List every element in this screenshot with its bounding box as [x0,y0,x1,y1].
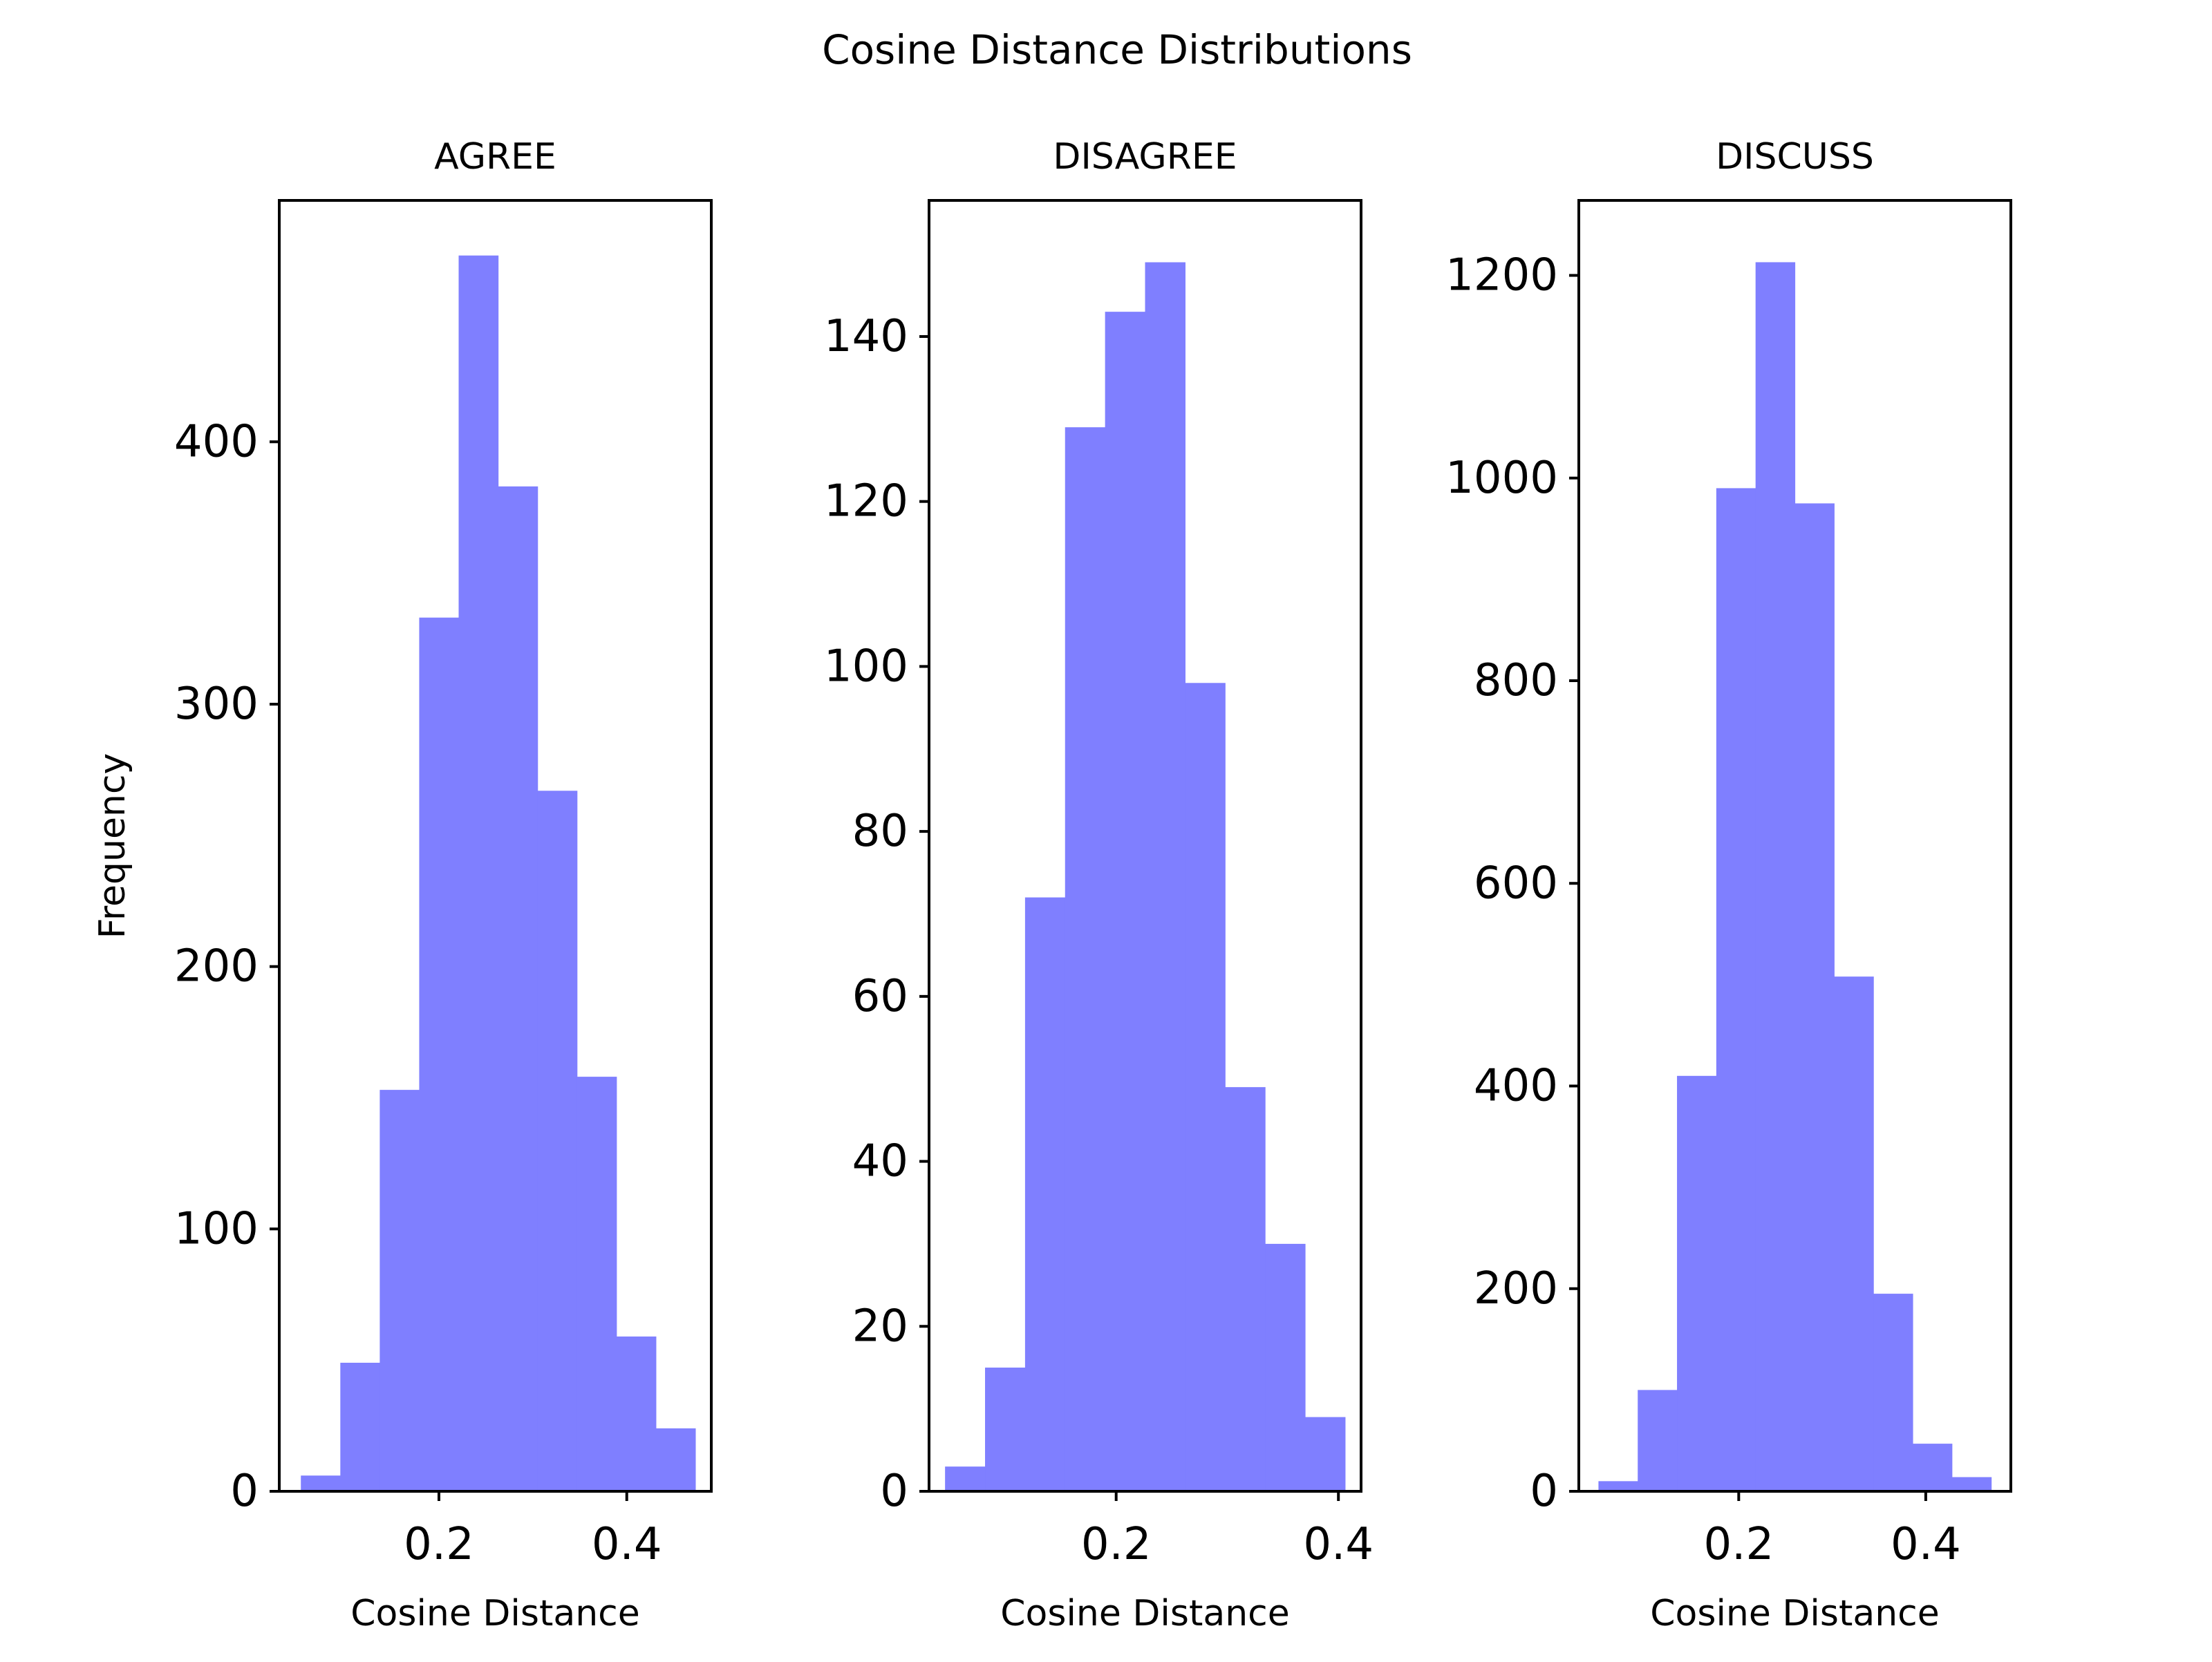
y-tick-label: 600 [1474,858,1558,909]
subplot-title-discuss: DISCUSS [1716,136,1874,178]
y-tick-label: 400 [174,416,259,467]
y-tick-label: 200 [1474,1263,1558,1314]
histogram-bar [498,486,538,1491]
histogram-bar [1185,683,1226,1491]
y-tick-label: 80 [852,806,908,857]
histogram-bar [1024,897,1066,1491]
histogram-bar [1677,1075,1717,1491]
y-tick-label: 0 [880,1466,908,1517]
histogram-bar [655,1428,696,1491]
histogram-bar [1598,1481,1638,1491]
subplot-discuss: 0 200 400 600 800 1000 1200 0.2 0.4 DISCUSS Cosine… [1445,136,2012,1634]
y-tick-label: 800 [1474,655,1558,706]
figure-title: Cosine Distance Distributions [822,26,1412,73]
subplot-agree: 0 100 200 300 400 0.2 0.4 AGREE Cosine Distance F… [92,136,713,1634]
histogram-bar [1304,1417,1346,1491]
histogram-bar [1951,1477,1992,1491]
x-axis-label: Cosine Distance [350,1593,640,1634]
x-tick-label: 0.4 [1303,1519,1374,1570]
y-tick-label: 0 [1530,1466,1558,1517]
x-tick-label: 0.4 [1891,1519,1961,1570]
y-tick-label: 1000 [1445,453,1558,504]
x-tick-label: 0.4 [592,1519,662,1570]
x-tick-label: 0.2 [1703,1519,1774,1570]
histogram-bar [1638,1390,1678,1491]
histogram-bar [301,1475,341,1491]
y-tick-label: 120 [824,476,908,527]
histogram-bar [1265,1243,1306,1491]
subplot-title-agree: AGREE [434,136,556,178]
x-axis-label: Cosine Distance [1000,1593,1290,1634]
histogram-bar [379,1090,420,1491]
histogram-bar [1065,427,1106,1491]
x-tick-label: 0.2 [404,1519,474,1570]
y-tick-label: 40 [852,1136,908,1187]
histogram-bar [1145,262,1185,1491]
histogram-bar [1834,976,1874,1491]
y-tick-label: 200 [174,941,259,992]
y-tick-label: 1200 [1445,250,1558,301]
histogram-bar [537,791,578,1491]
histogram-bar [1225,1087,1266,1491]
histogram-bar [985,1367,1026,1491]
axes-frame [278,199,713,1493]
histogram-bar [1794,503,1835,1492]
histogram-bar [1755,262,1796,1492]
y-tick-label: 60 [852,971,908,1022]
histogram-bar [1912,1444,1953,1491]
y-tick-label: 300 [174,679,259,730]
y-tick-label: 0 [230,1466,259,1517]
y-tick-label: 100 [824,641,908,692]
histogram-bar [1716,488,1756,1492]
histogram-bar [577,1077,617,1491]
histogram-bar [616,1336,657,1491]
histogram-bar [340,1362,380,1491]
y-tick-label: 100 [174,1203,259,1254]
y-tick-label: 20 [852,1301,908,1352]
histogram-bar [419,617,460,1492]
x-tick-label: 0.2 [1081,1519,1152,1570]
histogram-bar [945,1466,986,1491]
subplot-disagree: 0 20 40 60 80 100 120 140 0.2 0.4 DISAGREE Cosine D… [824,136,1374,1634]
x-axis-label: Cosine Distance [1650,1593,1940,1634]
axes-frame [928,199,1362,1493]
y-tick-label: 400 [1474,1061,1558,1112]
axes-frame [1577,199,2012,1493]
y-tick-label: 140 [824,311,908,362]
subplot-title-disagree: DISAGREE [1053,136,1237,178]
histogram-bar [1873,1294,1913,1491]
histogram-bar [1105,312,1146,1491]
y-axis-label: Frequency [92,753,133,939]
histogram-bar [458,255,499,1492]
